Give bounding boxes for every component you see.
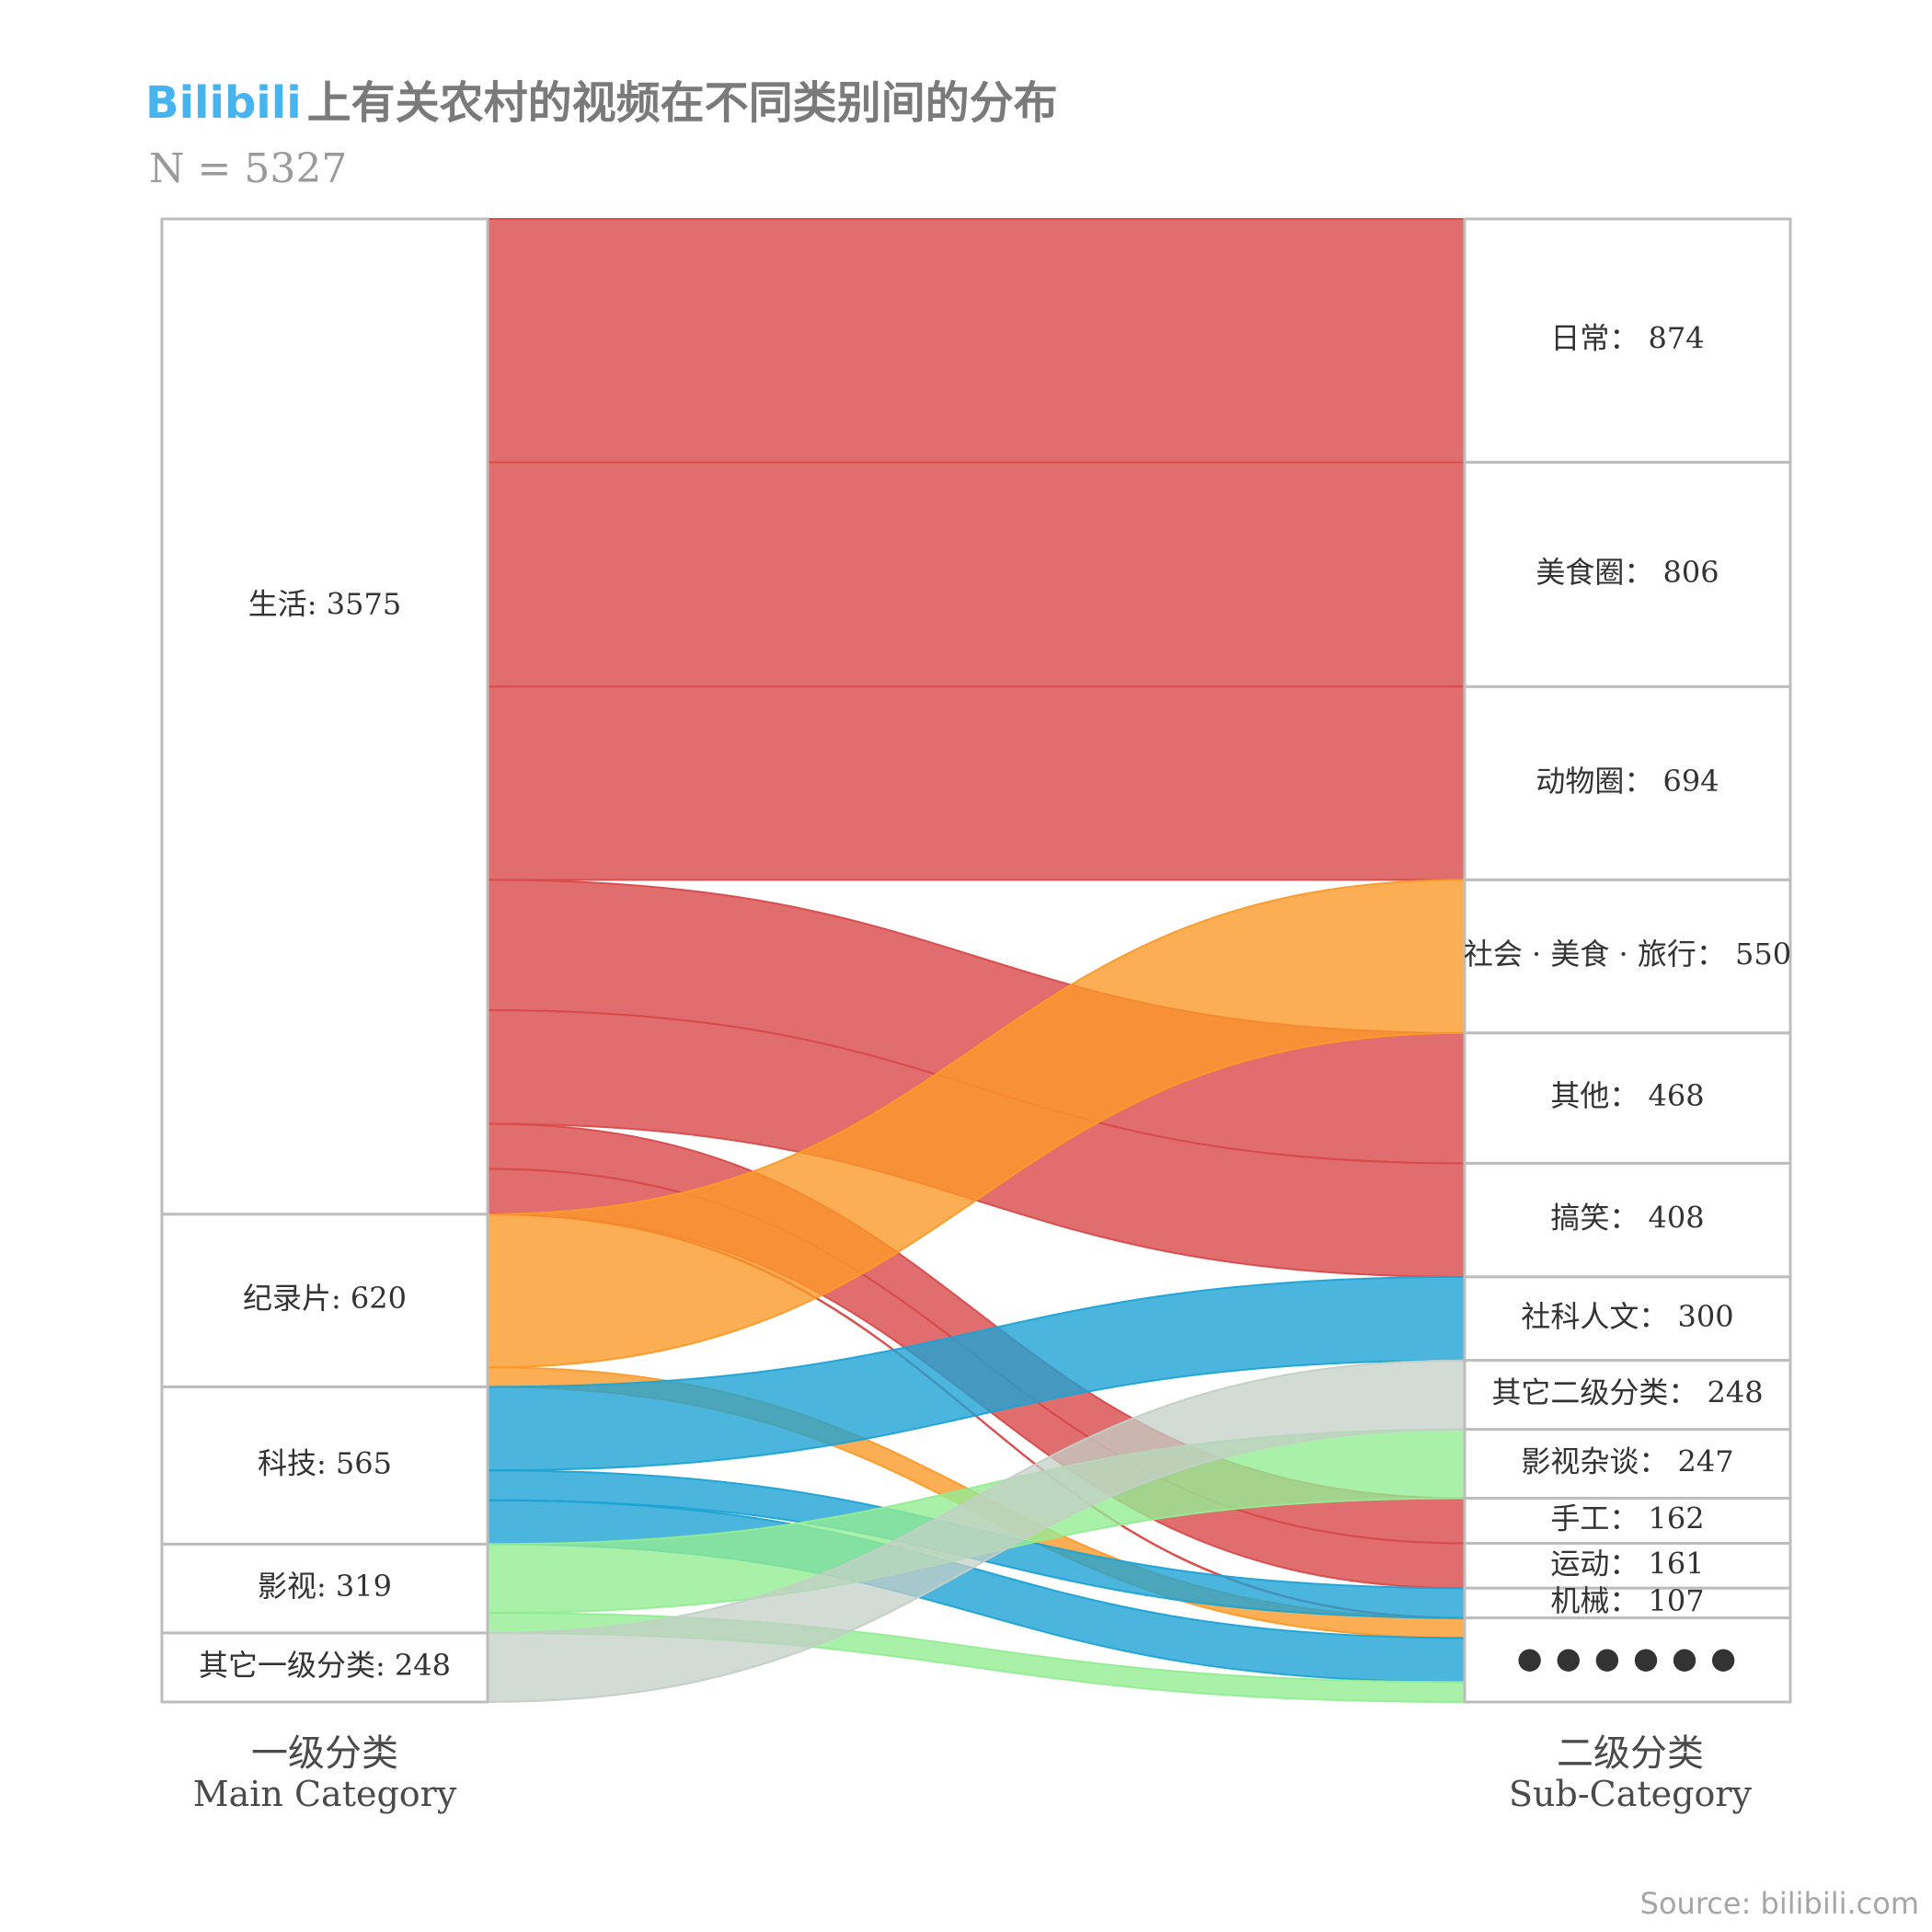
right-node-box [1463,1616,1792,1704]
left-node-label: 生活: 3575 [248,586,401,621]
right-node-box [1463,1275,1792,1363]
left-node: 生活: 3575 [160,217,489,1216]
left-node: 科技: 565 [160,1385,489,1546]
left-node: 其它一级分类: 248 [160,1631,489,1704]
left-node-box [160,1385,489,1546]
left-axis-title-cn: 一级分类 [251,1732,398,1775]
right-node: 其他： 468 [1463,1031,1792,1165]
title-text: 上有关农村的视频在不同类别间的分布 [306,77,1058,129]
chart-title: Bilibili 上有关农村的视频在不同类别间的分布 [145,66,1058,131]
left-node-label: 科技: 565 [258,1445,392,1480]
right-node-box [1463,684,1792,881]
right-node-label: ● ● ● ● ● ● [1517,1640,1738,1675]
source-note: Source: bilibili.com [1639,1886,1919,1921]
flow-link [487,685,1466,881]
right-node-label: 运动： 161 [1550,1546,1704,1581]
left-node-box [160,217,489,1216]
right-node: 搞笑： 408 [1463,1161,1792,1279]
right-node-label: 手工： 162 [1550,1501,1704,1536]
right-node-box [1463,1031,1792,1165]
right-node: 社科人文： 300 [1463,1275,1792,1363]
right-axis-title: 二级分类 Sub-Category [1465,1733,1796,1814]
flow-link [487,217,1466,464]
left-node-box [160,1631,489,1704]
left-node-box [160,1213,489,1388]
right-node-box [1463,460,1792,688]
right-node-label: 社科人文： 300 [1521,1299,1733,1334]
right-node-label: 日常： 874 [1550,321,1704,356]
right-node-box [1463,1161,1792,1279]
right-node: 其它二级分类： 248 [1463,1359,1792,1432]
left-node-label: 影视: 319 [258,1569,392,1604]
right-axis-title-cn: 二级分类 [1557,1732,1704,1775]
left-node-label: 其它一级分类: 248 [199,1648,451,1683]
right-node-box [1463,1586,1792,1620]
flow-link [487,461,1466,688]
brand-name: Bilibili [145,77,302,129]
right-node: ● ● ● ● ● ● [1463,1616,1792,1704]
right-node: 美食圈： 806 [1463,460,1792,688]
right-node-label: 美食圈： 806 [1535,555,1719,590]
right-node-box [1463,1542,1792,1590]
right-node-label: 搞笑： 408 [1550,1201,1704,1236]
links-layer [487,217,1466,1704]
right-node: 手工： 162 [1463,1496,1792,1546]
right-node-box [1463,1428,1792,1500]
left-axis-title-en: Main Category [192,1774,457,1814]
left-axis-title: 一级分类 Main Category [159,1733,490,1814]
right-axis-title-en: Sub-Category [1509,1774,1752,1814]
left-node-label: 纪录片: 620 [243,1281,407,1316]
left-node: 影视: 319 [160,1542,489,1635]
nodes-layer: 生活: 3575 纪录片: 620 科技: 565 影视: 319 其它一级分类: 24… [160,217,1792,1704]
right-node: 日常： 874 [1463,217,1792,464]
right-node-box [1463,1359,1792,1432]
right-node: 社会 · 美食 · 旅行： 550 [1463,878,1792,1035]
right-node-label: 机械： 107 [1550,1583,1704,1618]
right-node-label: 影视杂谈： 247 [1521,1444,1733,1479]
right-node: 动物圈： 694 [1463,684,1792,881]
right-node: 运动： 161 [1463,1542,1792,1590]
left-node: 纪录片: 620 [160,1213,489,1388]
right-node-label: 其它二级分类： 248 [1491,1375,1763,1410]
right-node-label: 社会 · 美食 · 旅行： 550 [1464,937,1791,972]
left-node-box [160,1542,489,1635]
chart-subtitle: N = 5327 [149,145,348,192]
right-node: 机械： 107 [1463,1583,1792,1620]
right-node: 影视杂谈： 247 [1463,1428,1792,1500]
right-node-box [1463,878,1792,1035]
right-node-label: 动物圈： 694 [1535,764,1719,799]
right-node-label: 其他： 468 [1550,1078,1704,1113]
right-node-box [1463,217,1792,464]
